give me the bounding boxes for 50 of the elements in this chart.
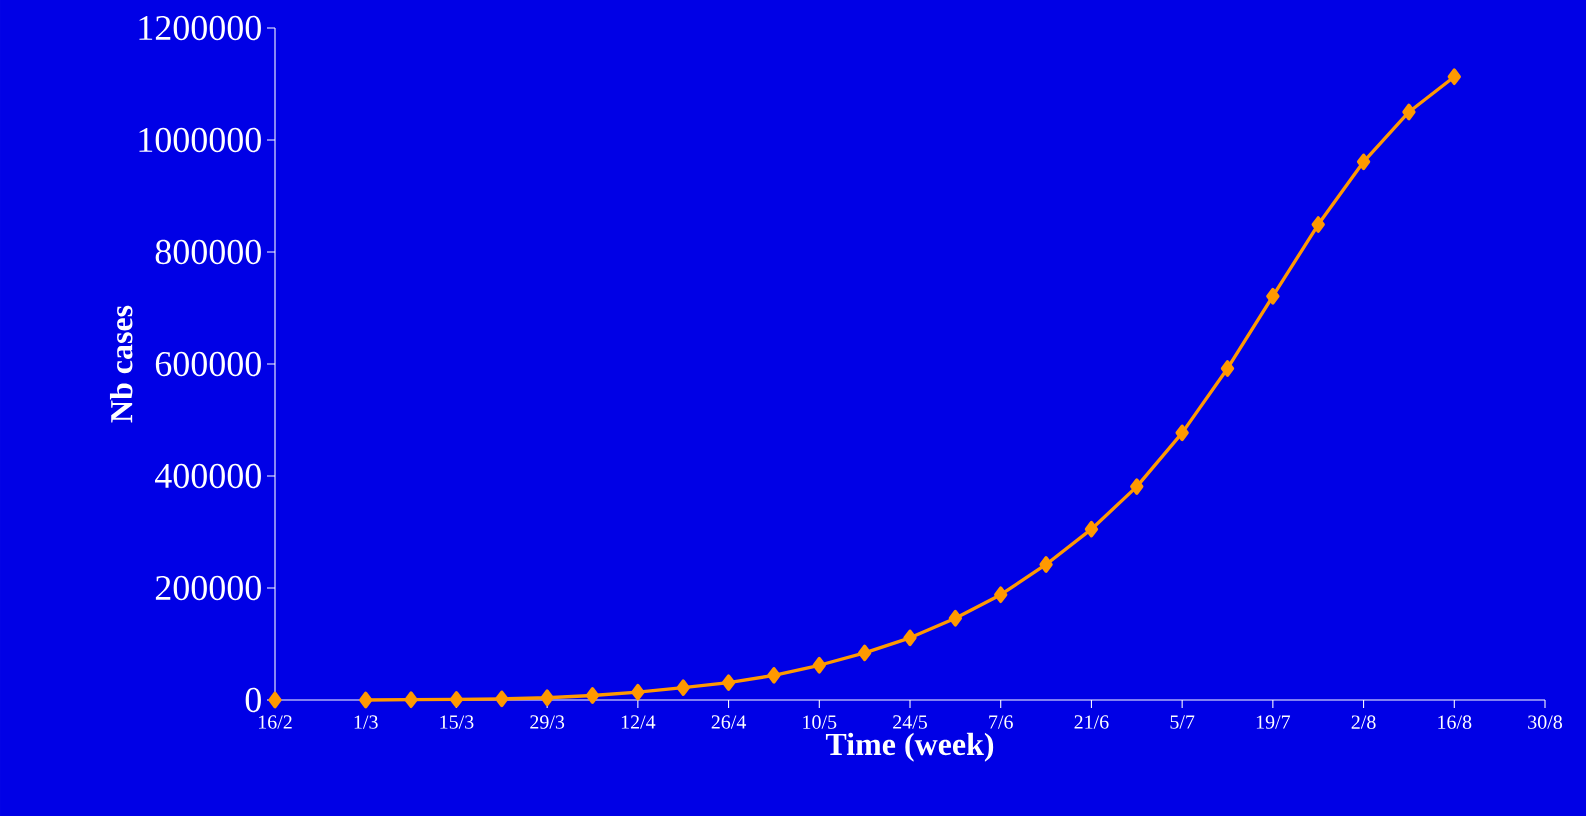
point — [948, 609, 963, 627]
x-tick-label: 1/3 — [354, 715, 378, 729]
point — [903, 629, 917, 647]
point — [359, 691, 373, 709]
point — [495, 690, 509, 708]
point — [585, 687, 600, 704]
point — [676, 679, 690, 696]
x-tick-label: 16/2 — [258, 715, 292, 729]
y-tick-label: 0 — [245, 687, 261, 713]
x-tick-label: 30/8 — [1528, 715, 1563, 729]
point — [1402, 103, 1416, 121]
x-tick-label: 21/6 — [1074, 715, 1109, 729]
point — [631, 683, 645, 701]
point — [857, 644, 872, 662]
y-tick-label: 1000000 — [139, 127, 261, 153]
point — [767, 667, 781, 684]
x-tick-label: 29/3 — [530, 715, 565, 729]
y-tick-label: 200000 — [155, 575, 261, 601]
y-tick-label: 600000 — [155, 351, 261, 377]
point — [1039, 556, 1053, 573]
y-tick-label: 1200000 — [139, 15, 261, 41]
point — [1084, 520, 1099, 538]
x-tick-label: 16/8 — [1438, 715, 1472, 729]
x-tick-label: 12/4 — [621, 715, 656, 729]
point — [1311, 216, 1325, 233]
point — [994, 586, 1008, 604]
point — [1356, 153, 1371, 171]
x-tick-label: 15/3 — [440, 715, 474, 729]
point — [1175, 424, 1189, 442]
point — [268, 691, 282, 709]
point — [812, 656, 826, 674]
point — [449, 691, 464, 708]
point — [1220, 360, 1235, 377]
x-tick-label: 24/5 — [893, 715, 928, 729]
point — [404, 691, 418, 709]
y-axis-title: Nb cases — [109, 305, 133, 423]
point — [540, 689, 554, 707]
x-axis-title: Time (week) — [825, 732, 994, 762]
x-tick-label: 5/7 — [1170, 715, 1195, 729]
x-tick-label: 7/6 — [989, 715, 1013, 729]
point — [721, 674, 736, 691]
point — [1447, 68, 1461, 86]
y-tick-label: 800000 — [155, 239, 261, 265]
point — [1130, 478, 1144, 495]
point — [1266, 287, 1280, 305]
x-tick-label: 19/7 — [1256, 715, 1291, 729]
x-tick-label: 2/8 — [1351, 715, 1376, 729]
x-tick-label: 26/4 — [711, 715, 747, 729]
x-tick-label: 10/5 — [803, 715, 837, 729]
y-tick-label: 400000 — [155, 463, 261, 489]
